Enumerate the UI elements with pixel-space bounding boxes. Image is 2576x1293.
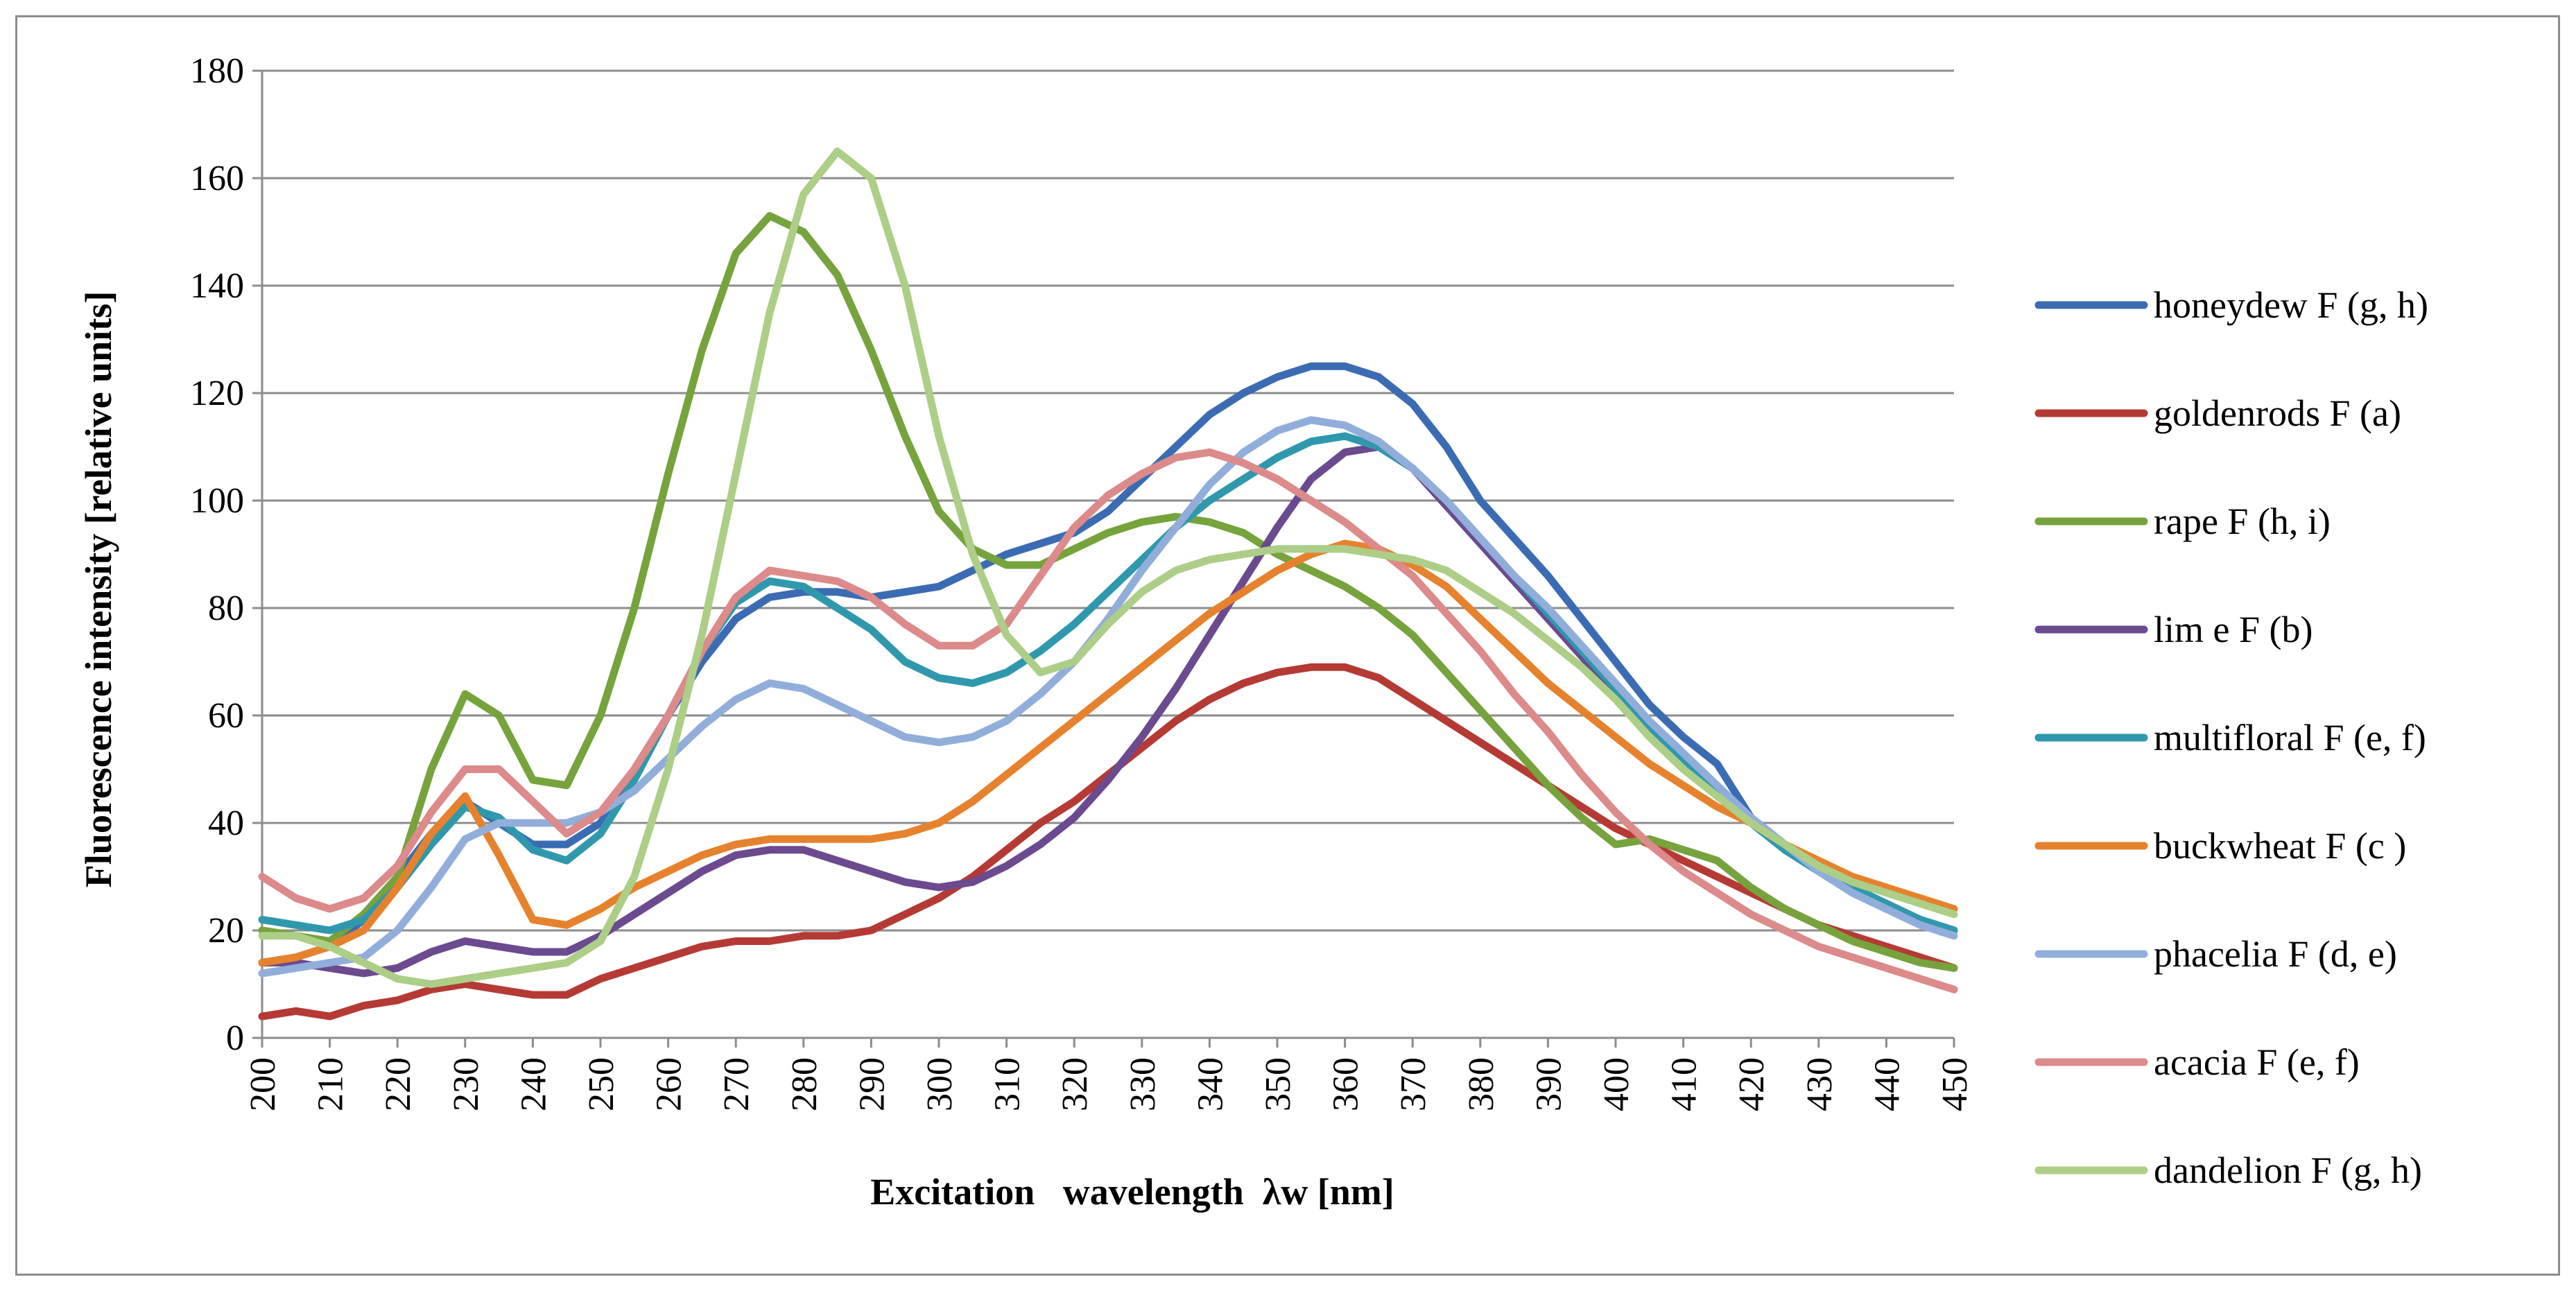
x-tick-label: 210 — [311, 1057, 351, 1111]
y-tick-label: 20 — [208, 911, 244, 951]
x-tick-label: 250 — [582, 1057, 621, 1111]
x-tick-label: 390 — [1529, 1057, 1568, 1111]
x-tick-label: 310 — [988, 1057, 1028, 1111]
legend-label-2: rape F (h, i) — [2154, 501, 2331, 542]
legend-label-0: honeydew F (g, h) — [2154, 284, 2428, 326]
x-tick-label: 400 — [1597, 1057, 1636, 1111]
x-tick-label: 200 — [243, 1057, 283, 1111]
series-line-4 — [258, 432, 1958, 935]
y-tick-label: 160 — [190, 159, 244, 198]
x-tick-label: 450 — [1935, 1057, 1975, 1111]
x-tick-label: 420 — [1732, 1057, 1772, 1111]
y-tick-label: 40 — [208, 804, 244, 843]
series-line-7 — [258, 448, 1958, 993]
series-line-5 — [258, 539, 1958, 966]
x-tick-label: 410 — [1665, 1057, 1704, 1111]
x-tick-label: 350 — [1259, 1057, 1298, 1111]
x-tick-label: 220 — [379, 1057, 418, 1111]
legend-label-6: phacelia F (d, e) — [2154, 933, 2397, 975]
series-line-6 — [258, 416, 1958, 978]
series-line-0 — [258, 362, 1958, 966]
y-tick-label: 120 — [190, 374, 244, 413]
legend: honeydew F (g, h) goldenrods F (a) rape F … — [2034, 284, 2428, 1191]
legend-label-4: multifloral F (e, f) — [2154, 717, 2426, 758]
x-tick-label: 370 — [1394, 1057, 1433, 1111]
series-line-8 — [258, 147, 1958, 988]
tick-labels: 0 20 40 60 80 100 120 140 160 180 200 210 220 230 240 2… — [190, 51, 1975, 1111]
x-tick-label: 430 — [1800, 1057, 1840, 1111]
x-tick-label: 380 — [1462, 1057, 1501, 1111]
grid-lines — [262, 69, 1954, 932]
x-tick-label: 280 — [785, 1057, 824, 1111]
y-tick-label: 0 — [226, 1018, 244, 1058]
y-tick-label: 60 — [208, 696, 244, 736]
legend-label-7: acacia F (e, f) — [2154, 1041, 2360, 1083]
x-tick-label: 300 — [920, 1057, 960, 1111]
legend-label-3: lim e F (b) — [2154, 609, 2313, 650]
x-tick-label: 340 — [1191, 1057, 1230, 1111]
x-tick-label: 320 — [1055, 1057, 1095, 1111]
legend-label-1: goldenrods F (a) — [2154, 392, 2401, 434]
x-tick-label: 290 — [852, 1057, 892, 1111]
y-tick-label: 100 — [190, 481, 244, 521]
x-tick-label: 240 — [514, 1057, 553, 1111]
legend-label-5: buckwheat F (c ) — [2154, 825, 2406, 867]
x-tick-label: 440 — [1867, 1057, 1907, 1111]
legend-label-8: dandelion F (g, h) — [2154, 1149, 2422, 1191]
x-tick-label: 230 — [447, 1057, 486, 1111]
series-line-1 — [258, 663, 1958, 1021]
y-tick-label: 80 — [208, 589, 244, 628]
series-lines — [258, 147, 1958, 1021]
x-axis-title: Excitation wavelength λw [nm] — [870, 1171, 1394, 1213]
x-tick-label: 330 — [1123, 1057, 1163, 1111]
y-tick-label: 180 — [190, 51, 244, 91]
x-tick-label: 270 — [717, 1057, 757, 1111]
x-tick-label: 260 — [650, 1057, 689, 1111]
x-tick-label: 360 — [1326, 1057, 1366, 1111]
y-tick-label: 140 — [190, 266, 244, 306]
series-line-2 — [258, 211, 1958, 972]
y-axis-title: Fluorescence intensity [relative units] — [78, 291, 119, 887]
axes — [252, 69, 1955, 1048]
